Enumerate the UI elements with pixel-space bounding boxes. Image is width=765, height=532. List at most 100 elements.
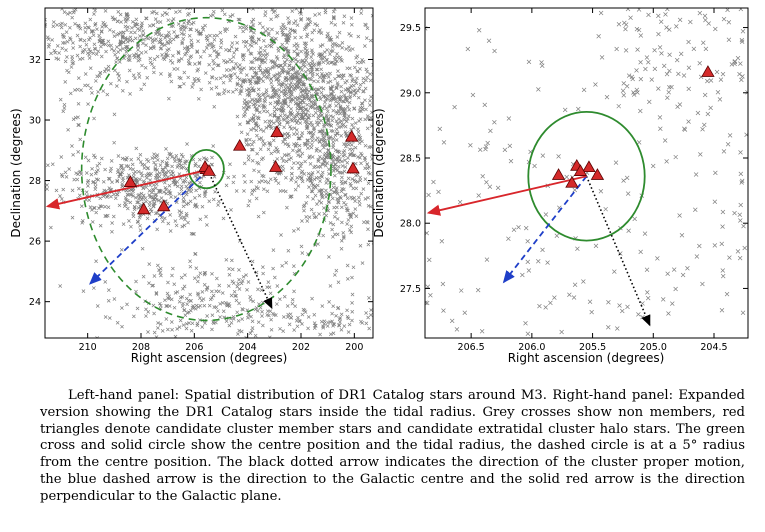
left-nonmember-cross — [275, 147, 280, 152]
left-nonmember-cross — [212, 33, 217, 38]
left-nonmember-cross — [143, 196, 148, 201]
left-nonmember-cross — [170, 19, 174, 23]
left-nonmember-cross — [334, 210, 338, 215]
left-nonmember-cross — [295, 175, 300, 180]
right-nonmember-cross — [516, 224, 521, 230]
left-nonmember-cross — [182, 284, 187, 289]
left-nonmember-cross — [406, 135, 409, 138]
left-nonmember-cross — [351, 89, 356, 94]
left-nonmember-cross — [207, 62, 212, 67]
left-nonmember-cross — [234, 61, 238, 66]
left-nonmember-cross — [147, 23, 152, 28]
left-nonmember-cross — [304, 126, 309, 130]
right-nonmember-cross — [606, 324, 611, 330]
left-nonmember-cross — [164, 187, 169, 192]
left-nonmember-cross — [88, 66, 93, 71]
left-nonmember-cross — [103, 315, 108, 319]
left-nonmember-cross — [230, 258, 234, 263]
left-nonmember-cross — [62, 35, 67, 40]
left-nonmember-cross — [316, 159, 321, 164]
left-nonmember-cross — [76, 150, 81, 154]
left-nonmember-cross — [139, 51, 144, 55]
left-nonmember-cross — [157, 174, 162, 179]
left-nonmember-cross — [94, 259, 98, 264]
left-nonmember-cross — [352, 65, 357, 70]
left-nonmember-cross — [51, 20, 56, 24]
left-nonmember-cross — [101, 179, 106, 184]
left-nonmember-cross — [115, 0, 118, 3]
right-nonmember-cross — [693, 207, 698, 212]
left-nonmember-cross — [276, 49, 281, 53]
left-nonmember-cross — [299, 74, 304, 79]
left-nonmember-cross — [169, 24, 174, 29]
left-nonmember-cross — [292, 132, 296, 136]
left-nonmember-cross — [301, 307, 306, 312]
left-nonmember-cross — [321, 79, 326, 84]
left-nonmember-cross — [93, 171, 98, 176]
left-nonmember-cross — [262, 98, 267, 103]
left-nonmember-cross — [239, 70, 243, 75]
left-nonmember-cross — [347, 100, 352, 105]
left-nonmember-cross — [309, 120, 313, 125]
left-nonmember-cross — [312, 28, 317, 33]
right-nonmember-cross — [656, 31, 661, 37]
left-nonmember-cross — [173, 180, 177, 185]
left-nonmember-cross — [330, 118, 335, 123]
left-nonmember-cross — [78, 44, 83, 49]
left-nonmember-cross — [274, 63, 279, 68]
left-nonmember-cross — [58, 284, 63, 288]
right-nonmember-cross — [475, 287, 481, 293]
left-nonmember-cross — [353, 79, 358, 84]
left-nonmember-cross — [325, 161, 330, 165]
left-nonmember-cross — [326, 148, 330, 153]
right-nonmember-cross — [454, 327, 460, 332]
left-nonmember-cross — [206, 341, 209, 344]
left-nonmember-cross — [205, 38, 210, 43]
left-nonmember-cross — [275, 115, 280, 120]
left-nonmember-cross — [186, 61, 191, 66]
left-nonmember-cross — [354, 186, 359, 191]
left-nonmember-cross — [241, 29, 246, 34]
right-nonmember-cross — [581, 87, 587, 93]
left-nonmember-cross — [359, 161, 363, 166]
left-nonmember-cross — [300, 179, 305, 184]
left-nonmember-cross — [79, 38, 83, 42]
left-nonmember-cross — [288, 99, 293, 104]
right-nonmember-cross — [739, 37, 745, 43]
left-nonmember-cross — [51, 0, 54, 3]
left-nonmember-cross — [320, 128, 325, 133]
left-nonmember-cross — [175, 290, 180, 294]
left-nonmember-cross — [137, 196, 141, 201]
left-nonmember-cross — [144, 176, 149, 180]
left-nonmember-cross — [82, 38, 87, 43]
left-nonmember-cross — [368, 171, 373, 176]
left-nonmember-cross — [312, 326, 317, 330]
left-nonmember-cross — [325, 324, 330, 328]
left-nonmember-cross — [345, 222, 349, 226]
left-nonmember-cross — [178, 213, 182, 218]
left-nonmember-cross — [152, 160, 156, 165]
left-nonmember-cross — [232, 50, 236, 55]
left-nonmember-cross — [211, 321, 216, 326]
left-nonmember-cross — [277, 119, 282, 124]
left-nonmember-cross — [325, 58, 329, 62]
left-nonmember-cross — [177, 209, 182, 214]
right-nonmember-cross — [572, 282, 578, 287]
right-nonmember-cross — [634, 68, 639, 73]
left-nonmember-cross — [292, 161, 296, 165]
left-nonmember-cross — [300, 108, 305, 113]
right-nonmember-cross — [676, 71, 681, 77]
left-nonmember-cross — [163, 10, 167, 15]
left-nonmember-cross — [350, 47, 355, 51]
left-nonmember-cross — [208, 53, 212, 58]
left-nonmember-cross — [228, 73, 233, 78]
left-nonmember-cross — [250, 319, 255, 324]
left-nonmember-cross — [350, 309, 355, 314]
left-nonmember-cross — [306, 315, 311, 319]
left-nonmember-cross — [288, 59, 293, 64]
left-nonmember-cross — [102, 69, 107, 74]
left-nonmember-cross — [310, 59, 315, 63]
left-nonmember-cross — [179, 152, 184, 157]
left-nonmember-cross — [92, 153, 96, 158]
right-nonmember-cross — [661, 63, 667, 69]
